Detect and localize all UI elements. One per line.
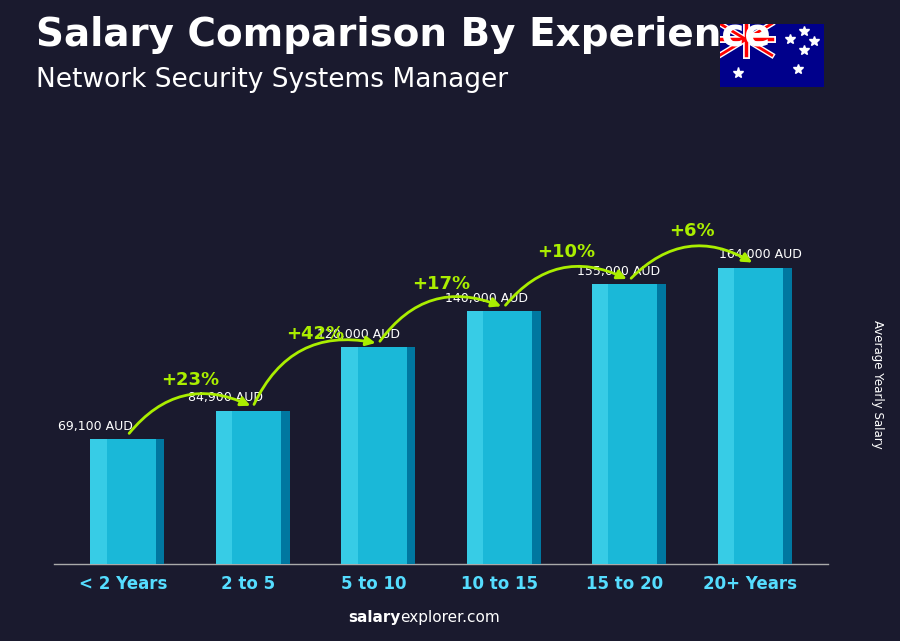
Bar [467,311,483,564]
FancyArrowPatch shape [506,266,624,305]
Text: +6%: +6% [669,222,715,240]
Bar [341,347,407,564]
Text: 69,100 AUD: 69,100 AUD [58,420,133,433]
Polygon shape [657,284,666,564]
Bar [90,439,156,564]
Polygon shape [281,411,290,564]
FancyArrowPatch shape [380,297,499,341]
Text: +10%: +10% [537,244,596,262]
FancyArrowPatch shape [631,246,750,278]
FancyArrowPatch shape [254,337,373,404]
Bar [216,411,232,564]
FancyArrowPatch shape [129,394,248,433]
Polygon shape [407,347,415,564]
Text: salary: salary [348,610,400,625]
Polygon shape [156,439,165,564]
Bar [90,439,107,564]
Polygon shape [783,267,792,564]
Bar [717,267,734,564]
Bar [717,267,783,564]
Text: Network Security Systems Manager: Network Security Systems Manager [36,67,508,94]
Text: 120,000 AUD: 120,000 AUD [318,328,400,341]
Text: 155,000 AUD: 155,000 AUD [577,265,660,278]
Text: 84,900 AUD: 84,900 AUD [188,391,264,404]
Bar [592,284,608,564]
Bar [467,311,532,564]
Text: Average Yearly Salary: Average Yearly Salary [871,320,884,449]
Bar [341,347,357,564]
Text: Salary Comparison By Experience: Salary Comparison By Experience [36,16,770,54]
Text: 140,000 AUD: 140,000 AUD [446,292,528,304]
Text: +17%: +17% [412,275,470,293]
Text: +42%: +42% [286,325,345,343]
Bar [216,411,281,564]
Text: explorer.com: explorer.com [400,610,500,625]
Text: +23%: +23% [161,371,220,389]
Bar [592,284,657,564]
Polygon shape [532,311,541,564]
Text: 164,000 AUD: 164,000 AUD [719,248,802,262]
